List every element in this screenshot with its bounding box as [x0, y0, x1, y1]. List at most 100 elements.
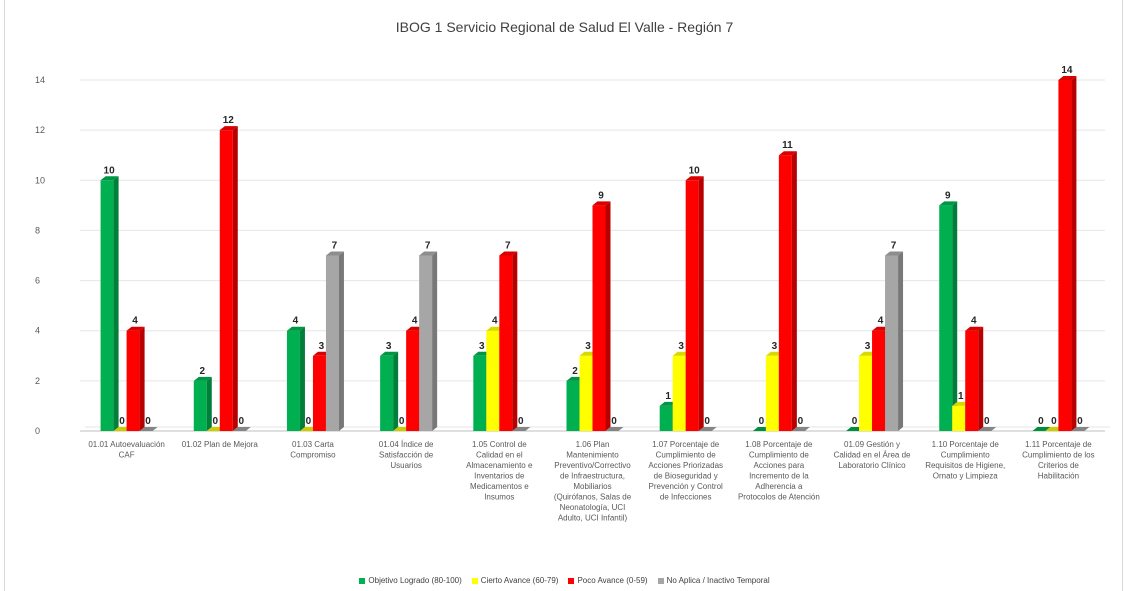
- data-label: 0: [704, 416, 710, 427]
- data-label: 0: [119, 416, 125, 427]
- data-label: 4: [878, 316, 884, 327]
- bar: [592, 205, 606, 431]
- bar: [698, 427, 717, 431]
- x-tick-label: Compromiso: [290, 451, 336, 460]
- bar: [978, 427, 997, 431]
- data-label: 3: [865, 341, 871, 352]
- bar-top: [685, 176, 704, 181]
- y-tick-label: 10: [35, 175, 45, 185]
- data-label: 4: [412, 316, 418, 327]
- bar-top: [219, 126, 238, 131]
- x-tick-label: Cumplimiento de: [656, 451, 717, 460]
- y-tick-label: 8: [35, 225, 40, 235]
- data-label: 3: [479, 341, 485, 352]
- y-tick-label: 0: [35, 426, 40, 436]
- bar: [473, 355, 487, 431]
- legend-label: No Aplica / Inactivo Temporal: [666, 576, 770, 585]
- bar-side: [512, 251, 518, 431]
- bar-side: [299, 326, 305, 431]
- data-label: 4: [132, 316, 138, 327]
- bar: [859, 355, 873, 431]
- legend-label: Poco Avance (0-59): [577, 576, 648, 585]
- bar: [219, 130, 233, 431]
- x-tick-label: Cumplimiento de: [749, 451, 810, 460]
- x-tick-label: de Infraestructura,: [560, 472, 625, 481]
- bar-side: [432, 251, 438, 431]
- data-label: 0: [1038, 416, 1044, 427]
- x-tick-label: Preventivo/Correctivo: [554, 461, 631, 470]
- x-tick-label: Insumos: [484, 493, 514, 502]
- bar: [325, 255, 339, 431]
- x-tick-label: Criterios de: [1038, 461, 1079, 470]
- bar-side: [338, 251, 344, 431]
- data-label: 0: [238, 416, 244, 427]
- bar-top: [325, 251, 344, 256]
- bar: [939, 205, 953, 431]
- data-label: 0: [984, 416, 990, 427]
- bar: [193, 380, 207, 431]
- x-tick-label: Protocolos de Atención: [738, 493, 820, 502]
- bar-top: [592, 201, 611, 206]
- legend-swatch: [568, 577, 575, 584]
- y-tick-label: 6: [35, 276, 40, 286]
- data-label: 7: [332, 241, 338, 252]
- data-label: 4: [971, 316, 977, 327]
- bar-top: [965, 326, 984, 331]
- x-tick-label: 01.03 Carta: [292, 440, 334, 449]
- bar: [286, 330, 300, 431]
- legend-swatch: [657, 577, 664, 584]
- data-label: 0: [1077, 416, 1083, 427]
- bar: [965, 330, 979, 431]
- data-label: 0: [759, 416, 765, 427]
- x-tick-label: 01.02 Plan de Mejora: [182, 440, 259, 449]
- x-tick-label: 1.06 Plan: [576, 440, 610, 449]
- data-label: 0: [306, 416, 312, 427]
- bar: [232, 427, 251, 431]
- data-label: 0: [399, 416, 405, 427]
- data-label: 0: [1051, 416, 1057, 427]
- bar: [1071, 427, 1090, 431]
- bar-top: [499, 251, 518, 256]
- x-tick-label: Cumplimiento: [941, 451, 990, 460]
- bar: [605, 427, 624, 431]
- bar: [100, 180, 114, 431]
- y-tick-label: 4: [35, 326, 40, 336]
- bar-top: [778, 151, 797, 156]
- bar-top: [380, 351, 399, 356]
- x-tick-label: Ornato y Limpieza: [933, 472, 998, 481]
- data-label: 14: [1061, 65, 1073, 76]
- data-label: 1: [958, 391, 964, 402]
- bar: [872, 330, 886, 431]
- bar-side: [791, 151, 797, 431]
- bar: [1032, 427, 1051, 431]
- bar-top: [885, 251, 904, 256]
- bar-side: [952, 201, 958, 431]
- bar-side: [139, 326, 145, 431]
- data-label: 1: [665, 391, 671, 402]
- bar: [685, 180, 699, 431]
- x-tick-label: de Infecciones: [660, 493, 712, 502]
- bar: [765, 355, 779, 431]
- data-label: 4: [492, 316, 498, 327]
- legend: Objetivo Logrado (80-100) Cierto Avance (…: [5, 576, 1124, 585]
- x-tick-label: Satisfacción de: [379, 451, 434, 460]
- x-tick-label: Cumplimiento de los: [1022, 451, 1094, 460]
- x-tick-label: 1.08 Porcentaje de: [745, 440, 813, 449]
- bar-side: [698, 176, 704, 431]
- x-tick-label: 1.05 Control de: [472, 440, 527, 449]
- x-tick-label: (Quirófanos, Salas de: [554, 493, 632, 502]
- x-tick-label: Calidad en el Área de: [834, 451, 911, 460]
- legend-label: Objetivo Logrado (80-100): [368, 576, 462, 585]
- bar: [791, 427, 810, 431]
- x-tick-label: Adherencia a: [755, 482, 803, 491]
- x-tick-label: Habilitación: [1038, 472, 1079, 481]
- x-tick-label: Usuarios: [390, 461, 422, 470]
- bar-top: [286, 326, 305, 331]
- x-tick-label: Calidad en el: [476, 451, 523, 460]
- data-label: 0: [145, 416, 151, 427]
- x-tick-label: Almacenamiento e: [466, 461, 533, 470]
- bar: [778, 155, 792, 431]
- bar-side: [1071, 76, 1077, 431]
- chart-area: IBOG 1 Servicio Regional de Salud El Val…: [4, 0, 1123, 591]
